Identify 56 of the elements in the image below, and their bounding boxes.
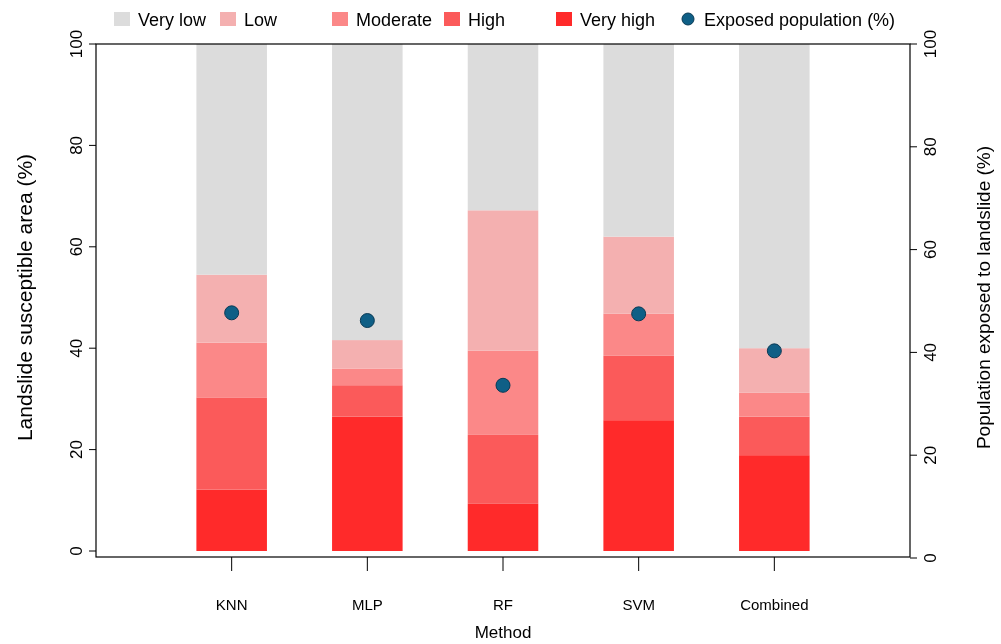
legend-label: Very low xyxy=(138,10,208,30)
x-tick-label: KNN xyxy=(215,596,248,613)
bar xyxy=(739,44,810,349)
point xyxy=(359,313,375,329)
y2-axis-title: Population exposed to landslide (%) xyxy=(973,145,994,450)
x-tick-label: SVM xyxy=(622,596,655,613)
bar xyxy=(196,274,267,343)
bar xyxy=(739,348,810,393)
x-tick-label: RF xyxy=(493,596,513,613)
bar xyxy=(332,416,403,551)
y-tick-label: 0 xyxy=(67,546,86,556)
y-axis-title: Landslide susceptible area (%) xyxy=(13,153,36,442)
y-tick-label: 80 xyxy=(67,135,86,155)
legend-label: Exposed population (%) xyxy=(704,10,896,30)
bar xyxy=(603,313,674,356)
legend-label: Moderate xyxy=(356,10,433,30)
y-tick-label: 40 xyxy=(67,338,86,358)
y2-tick-label: 0 xyxy=(921,553,940,563)
bar xyxy=(196,44,267,275)
x-axis-title: Method xyxy=(474,623,532,642)
y-tick-label: 60 xyxy=(67,237,86,257)
bar xyxy=(603,420,674,551)
bar xyxy=(196,489,267,551)
y2-tick-label: 80 xyxy=(921,137,940,157)
y-tick-label: 20 xyxy=(67,440,86,460)
bar xyxy=(332,368,403,386)
bar xyxy=(332,385,403,417)
y2-tick-label: 40 xyxy=(921,342,940,362)
x-tick-label: MLP xyxy=(351,596,383,613)
bar xyxy=(467,503,539,551)
bar xyxy=(603,355,674,421)
bar xyxy=(603,44,674,237)
bar xyxy=(467,434,539,504)
bar xyxy=(467,350,539,435)
bar xyxy=(739,392,810,417)
bar xyxy=(332,340,403,369)
x-tick-label: Combined xyxy=(740,596,809,613)
bar xyxy=(739,455,810,551)
bar xyxy=(467,44,539,211)
point xyxy=(631,306,647,322)
bar xyxy=(467,210,539,351)
bar xyxy=(196,342,267,398)
y2-tick-label: 20 xyxy=(921,445,940,465)
legend-label: Very high xyxy=(580,10,656,30)
bar xyxy=(603,236,674,314)
y2-tick-label: 60 xyxy=(921,240,940,260)
point xyxy=(224,305,240,321)
y2-tick-label: 100 xyxy=(921,29,940,59)
bar xyxy=(196,397,267,490)
point xyxy=(766,343,782,359)
bar xyxy=(332,44,403,341)
y-tick-label: 100 xyxy=(67,29,86,59)
bar xyxy=(739,416,810,456)
legend-label: High xyxy=(468,10,506,30)
point xyxy=(495,377,511,393)
legend-label: Low xyxy=(244,10,279,30)
